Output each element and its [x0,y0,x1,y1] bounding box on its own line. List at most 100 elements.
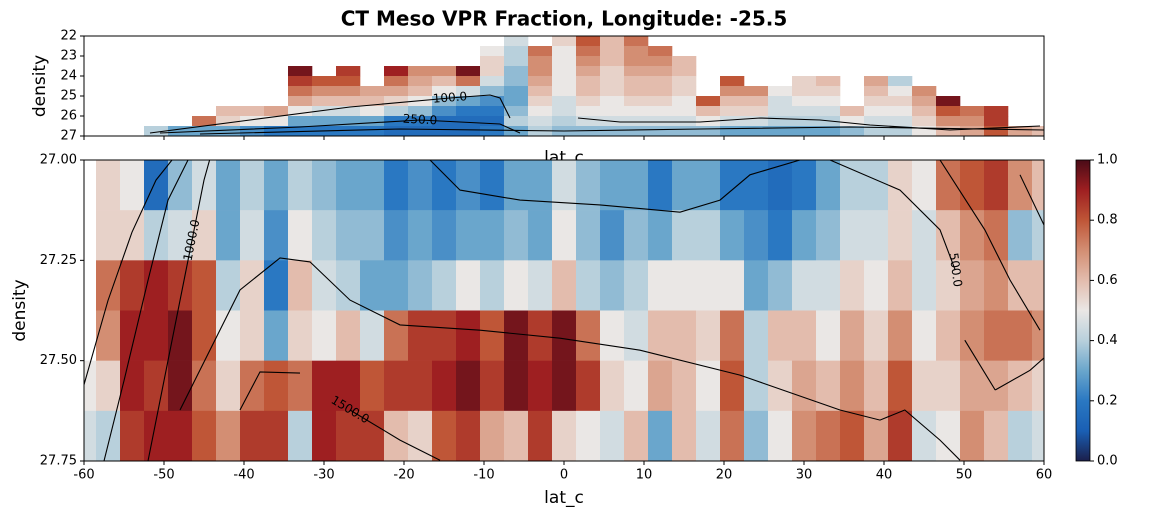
heat-cell [600,210,625,261]
heat-cell [888,96,913,107]
heat-cell [432,410,457,461]
heat-cell [792,160,817,211]
heat-cell [696,160,721,211]
heat-cell [1032,310,1044,361]
heat-cell [384,106,409,117]
heat-cell [168,410,193,461]
heat-cell [384,76,409,87]
heat-cell [816,96,841,107]
contour-line [147,160,211,461]
contours [149,94,1044,135]
heat-cell [744,126,769,136]
heat-cell [456,106,481,117]
heat-cell [792,86,817,97]
heat-cell [168,210,193,261]
heat-cell [384,66,409,77]
heat-cell [840,360,865,412]
heat-cell [504,116,529,127]
heat-cell [312,160,337,211]
heat-cell [720,410,745,461]
heat-cell [984,410,1009,461]
heat-cell [408,116,433,127]
heat-cell [912,160,937,211]
heat-cell [216,126,241,136]
heat-cell [192,360,217,412]
heat-cell [528,76,553,87]
heat-cell [552,360,577,412]
heat-cell [480,56,505,67]
heat-cell [912,210,937,261]
heat-cell [768,126,793,136]
heat-cell [480,66,505,77]
contour-line [939,160,1041,331]
heat-cell [240,410,265,461]
heat-cell [336,410,361,461]
heat-cell [576,96,601,107]
heat-cell [960,360,985,412]
heat-cell [480,210,505,261]
y-axis-label: density [10,279,30,341]
contour-line [829,160,996,391]
heat-cell [336,86,361,97]
heat-cell [96,410,121,461]
heat-cell [720,96,745,107]
heat-cell [576,106,601,117]
heat-cell [264,410,289,461]
heat-cell [312,86,337,97]
heat-cell [672,86,697,97]
heat-cell [288,160,313,211]
heat-cell [888,160,913,211]
heat-cell [984,160,1009,211]
contour-line [149,94,511,134]
heat-cell [552,66,577,77]
heat-cell [864,86,889,97]
heat-cell [432,126,457,136]
heat-cell [960,126,985,136]
heat-cell [720,160,745,211]
x-tick-label: -20 [393,468,414,483]
heat-cell [648,96,673,107]
heat-cell [648,106,673,117]
heat-cell [648,410,673,461]
heat-cell [528,56,553,67]
heat-cell [264,310,289,361]
heat-cell [648,360,673,412]
heat-cell [600,66,625,77]
heat-cell [552,56,577,67]
y-tick-label: 27.00 [40,153,77,168]
heat-cell [336,116,361,127]
heat-cell [792,76,817,87]
heat-cell [408,260,433,311]
heat-cell [240,126,265,136]
heat-cell [120,160,145,211]
heat-cell [504,46,529,57]
y-tick-label: 27.75 [40,454,77,469]
heat-cell [816,210,841,261]
heat-cell [480,260,505,311]
heat-cell [528,260,553,311]
y-tick-label: 27 [60,129,77,144]
heat-cell [360,160,385,211]
heat-cell [384,86,409,97]
y-tick-label: 24 [60,69,77,84]
heat-cell [312,106,337,117]
heat-cell [624,410,649,461]
heat-cell [384,126,409,136]
y-tick-label: 25 [60,89,77,104]
contour-line [1019,174,1044,226]
heat-cell [984,116,1009,127]
heat-cell [528,210,553,261]
heat-cell [888,210,913,261]
heat-cell [336,210,361,261]
heat-cell [672,116,697,127]
heat-cell [624,310,649,361]
heat-cell [768,210,793,261]
heat-cell [408,360,433,412]
heat-cell [504,360,529,412]
cells [84,160,1044,461]
contour-line [994,357,1044,391]
heat-cell [144,160,169,211]
heat-cell [456,76,481,87]
y-axis-label: density [30,55,50,117]
